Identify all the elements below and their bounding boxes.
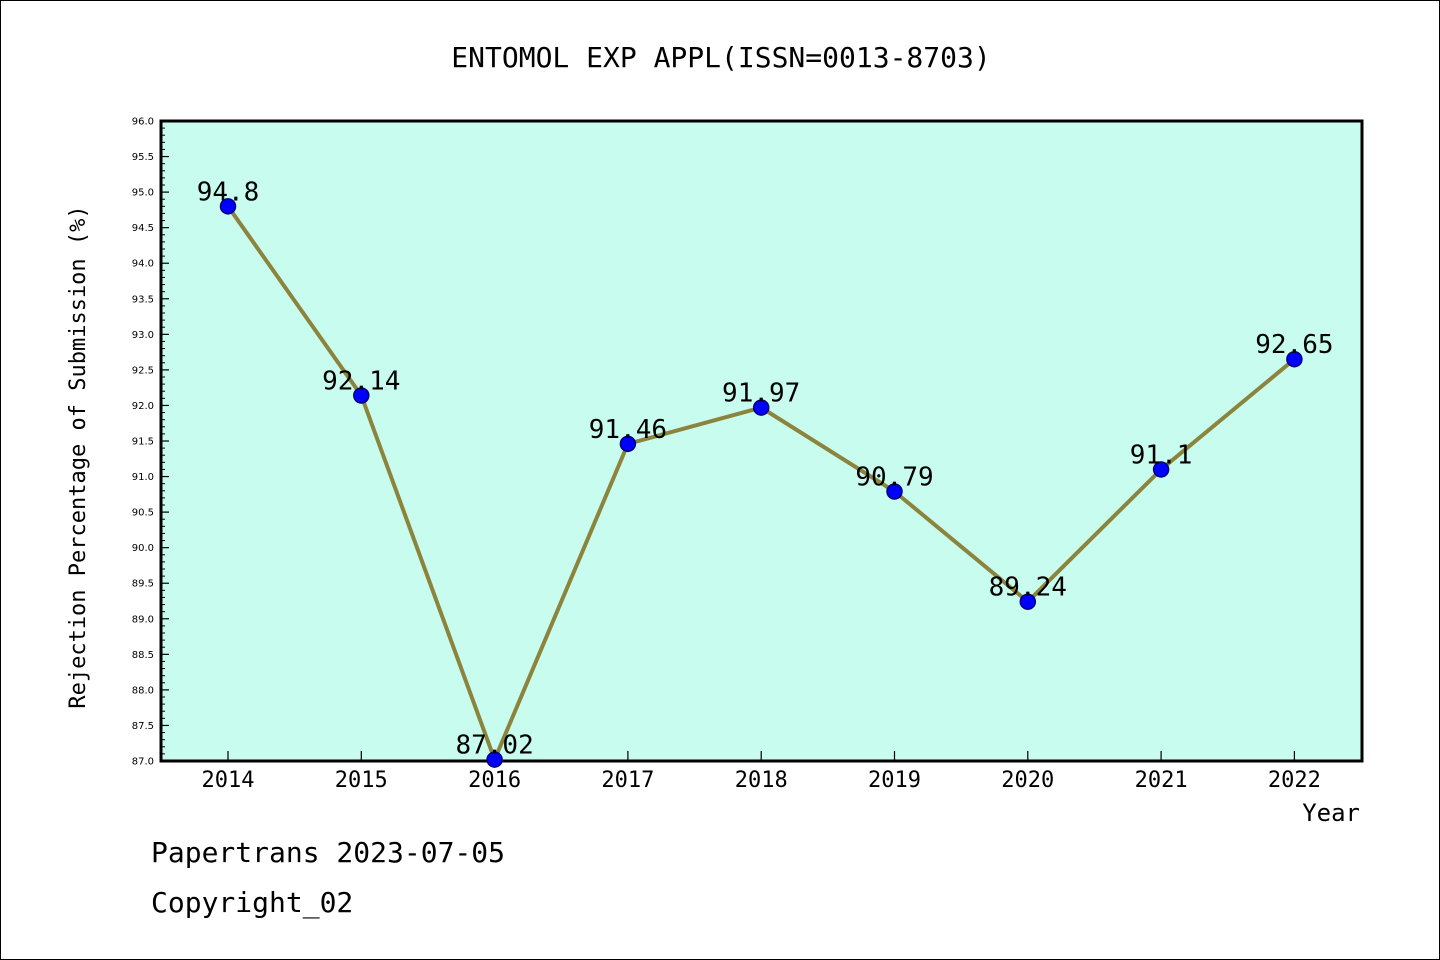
y-tick-label: 87.5: [132, 721, 154, 732]
data-label: 94.8: [197, 177, 260, 207]
data-point-marker: [219, 198, 237, 215]
data-point-marker: [486, 751, 503, 768]
data-label: 92.65: [1255, 330, 1333, 360]
data-label: 91.46: [589, 415, 667, 445]
x-tick-label: 2020: [1001, 768, 1054, 793]
x-tick-label: 2014: [202, 768, 255, 793]
data-point-marker: [1286, 350, 1303, 368]
data-point-marker: [1152, 461, 1170, 478]
y-axis-label: Rejection Percentage of Submission (%): [66, 205, 91, 708]
y-tick-label: 87.0: [132, 757, 154, 768]
y-tick-label: 91.5: [132, 437, 154, 448]
plot-area: [159, 119, 1364, 763]
data-label: 91.97: [722, 379, 800, 409]
y-tick-label: 92.5: [132, 365, 154, 376]
data-label: 91.1: [1130, 440, 1193, 470]
x-tick-label: 2022: [1268, 768, 1321, 793]
y-tick-label: 92.0: [132, 401, 154, 412]
data-point-marker: [1019, 593, 1037, 610]
y-tick-label: 88.5: [132, 650, 154, 661]
data-label: 92.14: [322, 366, 400, 396]
y-tick-label: 94.0: [132, 259, 154, 270]
x-tick-label: 2015: [335, 768, 388, 793]
y-tick-label: 91.0: [132, 472, 154, 483]
x-axis-ticks: 2014 2015 2016 2017 2018 2019 2020 2021 2022: [202, 751, 1321, 793]
data-point-marker: [353, 387, 370, 404]
series-rejection-percentage: 94.8 92.14 87.02 91.46 91.97 90.79 89.24 91.1 92…: [197, 177, 1334, 768]
y-axis-ticks: 87.0 87.5 88.0 88.5 89.0 89.5 90.0 90.5 91.0 91.5…: [132, 117, 169, 768]
y-tick-label: 89.5: [132, 579, 154, 590]
y-tick-label: 90.5: [132, 508, 154, 519]
x-tick-label: 2021: [1135, 768, 1188, 793]
y-tick-label: 94.5: [132, 223, 154, 234]
x-tick-label: 2017: [601, 768, 654, 793]
y-tick-label: 89.0: [132, 614, 154, 625]
y-tick-label: 93.5: [132, 294, 154, 305]
x-tick-label: 2018: [735, 768, 788, 793]
y-tick-label: 95.5: [132, 152, 154, 163]
y-tick-label: 88.0: [132, 685, 154, 696]
data-label: 90.79: [855, 462, 933, 492]
footer-date: Papertrans 2023-07-05: [151, 836, 506, 869]
y-tick-label: 96.0: [132, 117, 154, 128]
data-label: 87.02: [455, 731, 533, 761]
data-point-marker: [752, 399, 770, 416]
data-point-marker: [619, 435, 637, 453]
x-tick-label: 2019: [868, 768, 921, 793]
y-tick-label: 93.0: [132, 330, 154, 341]
x-axis-label: Year: [1302, 799, 1360, 827]
x-tick-label: 2016: [468, 768, 521, 793]
y-tick-label: 90.0: [132, 543, 154, 554]
chart-title: ENTOMOL EXP APPL(ISSN=0013-8703): [451, 41, 990, 74]
y-tick-label: 95.0: [132, 188, 154, 199]
footer-copyright: Copyright_02: [151, 886, 354, 919]
data-label: 89.24: [989, 573, 1067, 603]
data-point-marker: [886, 483, 903, 500]
